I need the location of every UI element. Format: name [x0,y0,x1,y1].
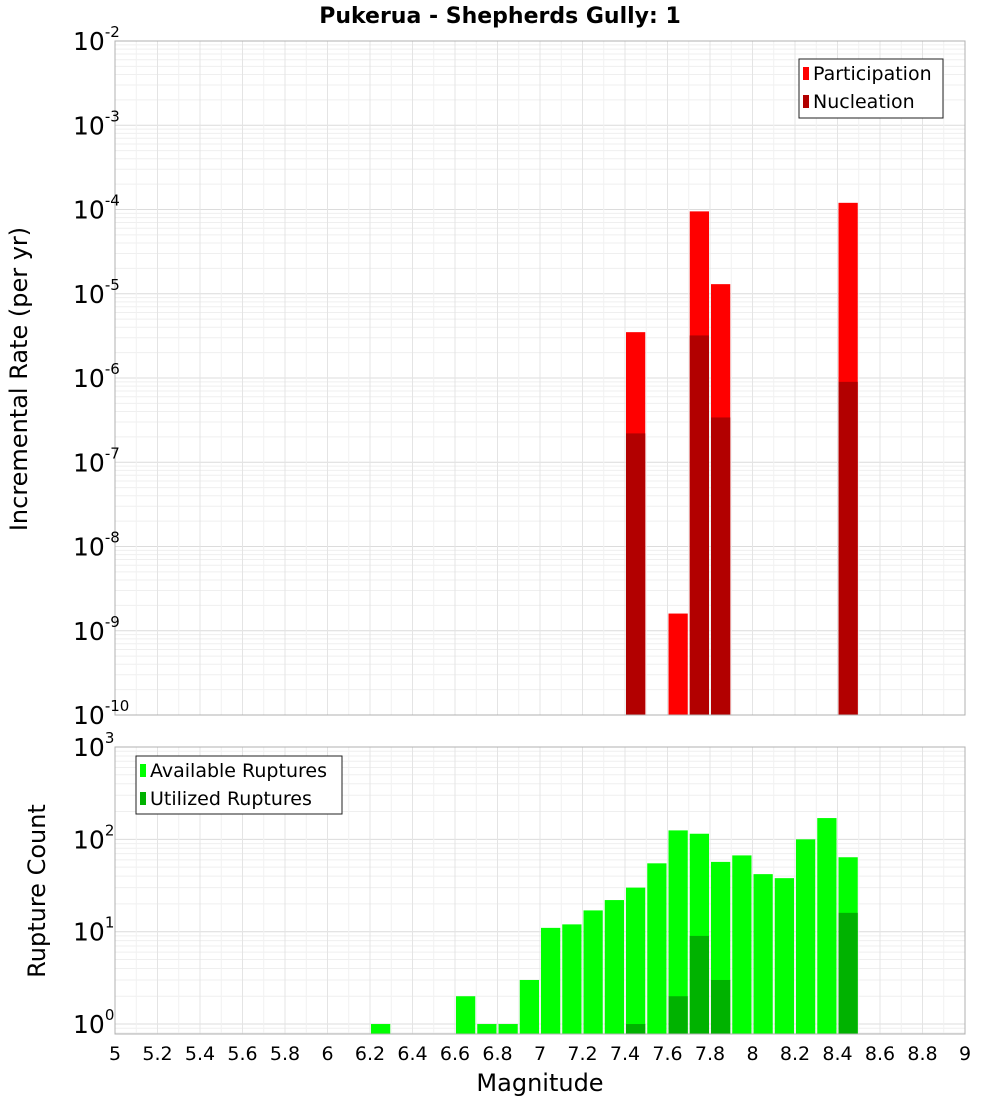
y-tick-label: 103 [73,729,114,762]
legend-box [135,755,343,815]
x-tick-label: 6.4 [397,1043,427,1065]
y-tick-label: 10-9 [73,613,120,646]
bar-available-ruptures [753,874,773,1034]
legend: Available Ruptures Utilized Ruptures [135,755,343,815]
y-tick-label: 100 [73,1006,114,1039]
bar-available-ruptures [519,979,539,1034]
bar-available-ruptures [817,818,837,1034]
x-tick-label: 7.2 [567,1043,597,1065]
x-tick-label: 8.4 [822,1043,852,1065]
bar-available-ruptures [498,1024,518,1034]
y-tick-label: 10-10 [73,697,129,730]
legend-label: Nucleation [813,91,915,113]
y-tick-label: 10-5 [73,276,120,309]
bar-nucleation [626,433,646,715]
legend: Participation Nucleation [798,58,944,119]
bottom-y-axis-label: Rupture Count [23,804,51,978]
bar-available-ruptures [456,996,476,1034]
y-tick-label: 102 [73,821,114,854]
x-tick-label: 7.6 [652,1043,682,1065]
legend-swatch [140,764,146,777]
bar-utilized-ruptures [838,912,858,1034]
bar-available-ruptures [668,830,688,1034]
bar-participation [668,613,688,715]
x-tick-label: 6.6 [440,1043,470,1065]
x-tick-label: 7.8 [695,1043,725,1065]
y-tick-label: 10-4 [73,192,120,225]
x-tick-label: 6.2 [355,1043,385,1065]
y-tick-label: 101 [73,914,114,947]
bar-available-ruptures [477,1024,497,1034]
x-tick-label: 5 [109,1043,121,1065]
y-tick-label: 10-7 [73,444,120,477]
x-tick-label: 7.4 [610,1043,640,1065]
x-tick-label: 5.8 [270,1043,300,1065]
bar-available-ruptures [796,839,816,1034]
top-panel: 10-10 10-9 10-8 10-7 10-6 10-5 10-4 10-3 10-2 Par… [73,23,966,730]
x-tick-labels: 5 5.2 5.4 5.6 5.8 6 6.2 6.4 6.6 6.8 7 7.2 7.4 7.6 7.8 8… [109,1043,971,1065]
legend-box [798,58,944,119]
bar-available-ruptures [604,900,624,1034]
x-tick-label: 6 [321,1043,333,1065]
bar-available-ruptures [647,863,667,1034]
bar-available-ruptures [774,878,794,1034]
legend-label: Utilized Ruptures [150,788,312,810]
x-tick-label: 8.2 [780,1043,810,1065]
top-y-axis-label: Incremental Rate (per yr) [5,227,33,531]
bar-utilized-ruptures [626,1024,646,1034]
x-tick-label: 5.6 [227,1043,257,1065]
y-tick-label: 10-2 [73,23,120,56]
legend-label: Participation [813,63,932,85]
legend-swatch [803,67,809,80]
bar-utilized-ruptures [668,996,688,1034]
bar-utilized-ruptures [711,979,731,1034]
legend-label: Available Ruptures [150,760,327,782]
bar-utilized-ruptures [689,935,709,1034]
y-tick-label: 10-8 [73,529,120,562]
plot-frame [114,746,966,1035]
y-tick-label: 10-6 [73,360,120,393]
bottom-panel: 100 101 102 103 Available Ruptures Utilized R… [73,729,966,1039]
chart-title: Pukerua - Shepherds Gully: 1 [319,4,681,29]
bar-available-ruptures [562,924,582,1034]
bar-available-ruptures [541,927,561,1034]
bar-nucleation [711,417,731,715]
x-tick-label: 8.6 [865,1043,895,1065]
x-tick-label: 5.4 [185,1043,215,1065]
x-tick-label: 8.8 [907,1043,937,1065]
legend-swatch [803,95,809,108]
y-tick-label: 10-3 [73,107,120,140]
x-tick-label: 7 [534,1043,546,1065]
plot-frame [114,40,966,716]
bar-available-ruptures [583,910,603,1034]
x-tick-label: 8 [746,1043,758,1065]
bar-nucleation [689,335,709,715]
legend-swatch [140,792,146,805]
bar-nucleation [838,381,858,715]
x-tick-label: 6.8 [482,1043,512,1065]
bar-available-ruptures [371,1024,391,1034]
bar-available-ruptures [626,887,646,1034]
x-tick-label: 9 [959,1043,971,1065]
bar-available-ruptures [732,855,752,1034]
x-tick-label: 5.2 [142,1043,172,1065]
x-axis-label: Magnitude [476,1069,603,1097]
